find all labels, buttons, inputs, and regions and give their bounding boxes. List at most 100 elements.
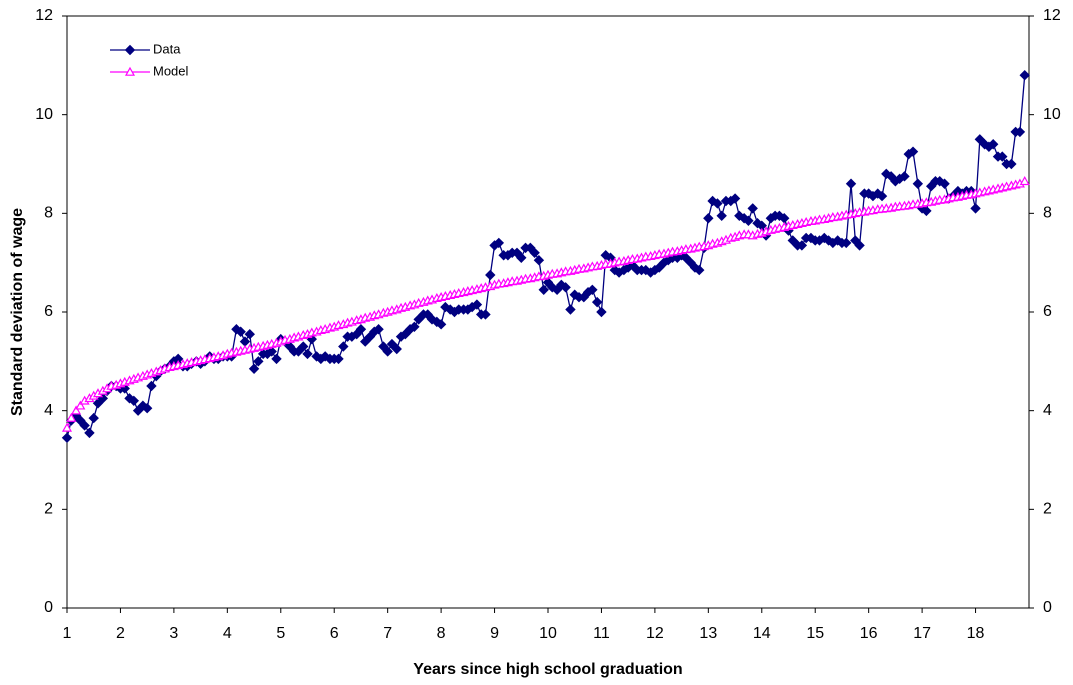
data-point: [239, 336, 251, 347]
x-tick-label: 3: [169, 625, 178, 642]
data-point: [493, 237, 505, 249]
data-point: [876, 190, 888, 202]
data-point: [538, 284, 549, 296]
data-point: [75, 400, 86, 410]
data-point: [712, 198, 723, 209]
data-point: [409, 321, 420, 333]
y-tick-label: 12: [35, 7, 53, 24]
data-point: [355, 324, 367, 335]
data-point: [435, 319, 447, 330]
data-point: [132, 405, 144, 416]
legend-label: Model: [153, 63, 189, 78]
x-tick-label: 17: [913, 625, 931, 642]
data-point: [386, 338, 398, 350]
data-point: [128, 395, 140, 407]
y-tick-label: 8: [44, 205, 53, 222]
x-tick-label: 18: [967, 625, 985, 642]
data-point: [653, 262, 665, 273]
data-point: [997, 151, 1008, 162]
x-tick-label: 11: [593, 625, 610, 642]
series-line: [66, 180, 1026, 429]
data-point: [970, 203, 981, 214]
x-tick-label: 4: [223, 625, 232, 642]
data-point: [912, 178, 924, 189]
y2-tick-label: 4: [1043, 402, 1052, 419]
x-axis-title: Years since high school graduation: [413, 661, 682, 678]
data-point: [413, 314, 424, 325]
data-point: [854, 240, 865, 251]
data-point: [253, 356, 264, 367]
data-point: [485, 269, 496, 281]
data-point: [743, 215, 754, 226]
x-tick-label: 2: [116, 625, 125, 642]
data-point: [703, 213, 714, 224]
data-point: [293, 346, 304, 357]
data-point: [796, 240, 808, 251]
data-point: [266, 346, 277, 357]
data-point: [694, 264, 705, 276]
data-point: [373, 324, 384, 335]
data-point: [529, 247, 540, 259]
x-tick-label: 16: [860, 625, 878, 642]
data-point: [61, 432, 73, 444]
data-point: [787, 235, 798, 246]
legend-marker: [124, 66, 136, 76]
data-point: [591, 296, 603, 308]
data-point: [480, 309, 491, 320]
data-point: [298, 341, 309, 352]
x-tick-label: 8: [437, 625, 446, 642]
data-point: [716, 210, 727, 222]
data-point: [88, 412, 99, 424]
data-point: [680, 252, 692, 263]
data-point: [939, 178, 950, 189]
data-point: [382, 346, 393, 357]
data-point: [560, 282, 571, 293]
data-point: [235, 326, 246, 337]
x-tick-label: 1: [63, 625, 72, 642]
y2-tick-label: 10: [1043, 106, 1061, 123]
data-point: [845, 178, 857, 189]
x-tick-label: 10: [539, 625, 557, 642]
y-tick-label: 4: [44, 402, 53, 419]
data-point: [987, 139, 999, 150]
x-tick-label: 14: [753, 625, 771, 642]
series-line: [66, 75, 1026, 438]
data-point: [61, 422, 73, 432]
data-point: [974, 134, 986, 145]
data-point: [271, 353, 282, 365]
data-point: [841, 237, 852, 249]
data-point: [1006, 158, 1017, 170]
x-tick-label: 6: [330, 625, 339, 642]
y-tick-label: 0: [44, 599, 53, 616]
data-point: [333, 353, 344, 365]
y2-tick-label: 8: [1043, 205, 1052, 222]
y-tick-label: 2: [44, 501, 53, 518]
data-point: [1019, 69, 1030, 81]
data-point: [729, 193, 741, 204]
data-point: [907, 146, 919, 157]
data-point: [302, 348, 313, 360]
x-tick-label: 9: [490, 625, 499, 642]
x-tick-label: 7: [383, 625, 392, 642]
data-point: [79, 420, 90, 431]
legend-label: Data: [153, 41, 181, 56]
y2-tick-label: 0: [1043, 599, 1052, 616]
data-point: [360, 336, 371, 347]
data-point: [66, 412, 77, 422]
data-point: [71, 405, 82, 415]
data-point: [84, 427, 95, 439]
data-point: [565, 304, 576, 315]
y2-tick-label: 6: [1043, 303, 1052, 320]
data-point: [248, 363, 260, 374]
x-tick-label: 15: [806, 625, 824, 642]
data-point: [747, 203, 758, 214]
x-tick-label: 13: [699, 625, 717, 642]
data-point: [338, 341, 349, 352]
data-point: [596, 306, 607, 318]
data-point: [141, 402, 153, 414]
data-point: [587, 284, 598, 296]
plot-area: [66, 15, 1030, 609]
data-point: [899, 171, 910, 182]
data-point: [1019, 176, 1030, 186]
